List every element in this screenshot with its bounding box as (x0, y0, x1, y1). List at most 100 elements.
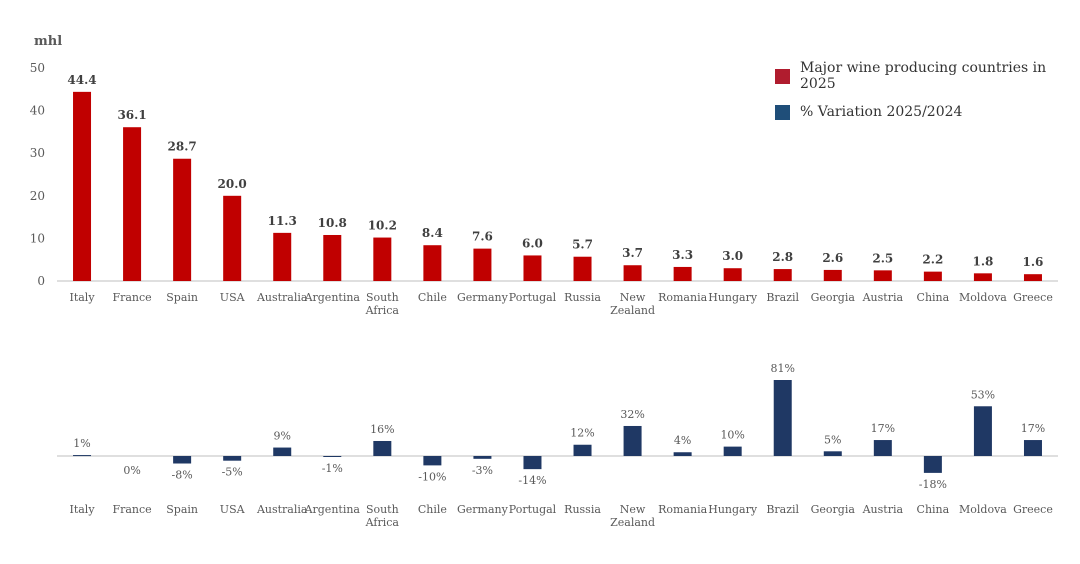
category-label-spain: Spain (166, 503, 198, 516)
variation-label-georgia: 5% (824, 433, 841, 446)
variation-label-new-zealand: 32% (620, 408, 644, 421)
variation-label-argentina: -1% (322, 462, 343, 475)
variation-label-hungary: 10% (720, 429, 744, 442)
bar-moldova (973, 273, 992, 281)
bar-argentina (323, 234, 342, 281)
category-label-australia: Australia (256, 291, 308, 304)
category-label-romania: Romania (658, 291, 707, 304)
data-label-moldova: 1.8 (972, 254, 993, 268)
bar-chile (423, 245, 442, 281)
y-tick-label-50: 50 (30, 61, 45, 75)
data-label-france: 36.1 (117, 108, 146, 122)
category-label-south-africa: South Africa (365, 291, 400, 317)
variation-bar-moldova (973, 406, 992, 456)
category-label-australia: Australia (256, 503, 308, 516)
legend-item-production: Major wine producing countries in 2025 (775, 58, 1080, 94)
variation-bar-new-zealand (623, 425, 642, 456)
bar-austria (873, 270, 892, 281)
variation-bar-china (923, 456, 942, 473)
y-tick-label-0: 0 (37, 274, 45, 288)
bar-usa (223, 195, 242, 281)
category-label-greece: Greece (1013, 291, 1053, 304)
category-label-moldova: Moldova (959, 503, 1007, 516)
data-label-spain: 28.7 (168, 140, 197, 154)
bar-france (123, 127, 142, 282)
category-label-usa: USA (220, 291, 246, 304)
bar-portugal (523, 255, 542, 281)
variation-label-usa: -5% (222, 466, 243, 479)
variation-bar-australia (273, 447, 292, 456)
data-label-usa: 20.0 (218, 177, 247, 191)
data-label-china: 2.2 (922, 253, 943, 267)
category-label-brazil: Brazil (766, 291, 799, 304)
variation-chart: 1% Italy 0% France -8% Spain -5% USA 9% Australia… (57, 362, 1058, 529)
bar-italy (73, 91, 92, 281)
data-label-australia: 11.3 (268, 214, 297, 228)
variation-bar-south-africa (373, 440, 392, 456)
data-label-hungary: 3.0 (722, 249, 743, 263)
category-label-argentina: Argentina (304, 503, 361, 516)
category-label-france: France (112, 503, 151, 516)
category-label-china: China (917, 503, 950, 516)
legend-label-production: Major wine producing countries in 2025 (800, 60, 1047, 92)
variation-bar-usa (223, 456, 242, 461)
category-label-france: France (112, 291, 151, 304)
category-label-usa: USA (220, 503, 246, 516)
variation-label-china: -18% (919, 478, 947, 491)
category-label-austria: Austria (862, 503, 904, 516)
variation-bar-brazil (773, 380, 792, 456)
data-label-austria: 2.5 (872, 251, 893, 265)
variation-label-australia: 9% (273, 430, 290, 443)
bar-brazil (773, 269, 792, 281)
category-label-new-zealand: New Zealand (610, 503, 655, 529)
variation-bar-chile (423, 456, 442, 466)
category-label-russia: Russia (564, 291, 601, 304)
bar-greece (1023, 274, 1042, 281)
category-label-moldova: Moldova (959, 291, 1007, 304)
bar-georgia (823, 269, 842, 281)
legend-item-variation: % Variation 2025/2024 (775, 94, 1080, 130)
category-label-argentina: Argentina (304, 291, 361, 304)
category-label-italy: Italy (69, 503, 95, 516)
variation-label-austria: 17% (871, 422, 895, 435)
variation-label-greece: 17% (1021, 422, 1045, 435)
category-label-hungary: Hungary (708, 291, 758, 304)
variation-bar-portugal (523, 456, 542, 470)
bar-new-zealand (623, 265, 642, 281)
category-label-china: China (917, 291, 950, 304)
production-chart: 0 10 20 30 40 50 44.4 Italy 36.1 France 28.7 Spain 2… (30, 61, 1058, 317)
bar-spain (173, 158, 192, 281)
category-label-portugal: Portugal (509, 291, 557, 304)
legend-swatch-production (775, 68, 790, 84)
data-label-new-zealand: 3.7 (622, 246, 643, 260)
variation-label-chile: -10% (418, 470, 446, 483)
data-label-georgia: 2.6 (822, 251, 843, 265)
category-label-chile: Chile (418, 503, 447, 516)
variation-label-portugal: -14% (518, 474, 546, 487)
category-label-germany: Germany (457, 503, 509, 516)
data-label-romania: 3.3 (672, 248, 693, 262)
variation-bar-romania (673, 452, 692, 456)
variation-label-italy: 1% (73, 437, 90, 450)
category-label-romania: Romania (658, 503, 707, 516)
category-label-new-zealand: New Zealand (610, 291, 655, 317)
variation-bar-argentina (323, 456, 342, 457)
category-label-russia: Russia (564, 503, 601, 516)
bar-romania (673, 266, 692, 281)
legend-label-variation: % Variation 2025/2024 (800, 104, 963, 120)
y-tick-label-30: 30 (30, 146, 45, 160)
variation-bar-russia (573, 444, 592, 456)
data-label-italy: 44.4 (67, 73, 96, 87)
variation-bar-hungary (723, 446, 742, 456)
category-label-italy: Italy (69, 291, 95, 304)
variation-bar-austria (873, 440, 892, 456)
variation-bar-greece (1023, 440, 1042, 456)
data-label-portugal: 6.0 (522, 236, 543, 250)
variation-label-russia: 12% (570, 427, 594, 440)
category-label-germany: Germany (457, 291, 509, 304)
bar-russia (573, 256, 592, 281)
data-label-russia: 5.7 (572, 238, 593, 252)
variation-label-france: 0% (123, 464, 140, 477)
legend-swatch-variation (775, 104, 790, 120)
